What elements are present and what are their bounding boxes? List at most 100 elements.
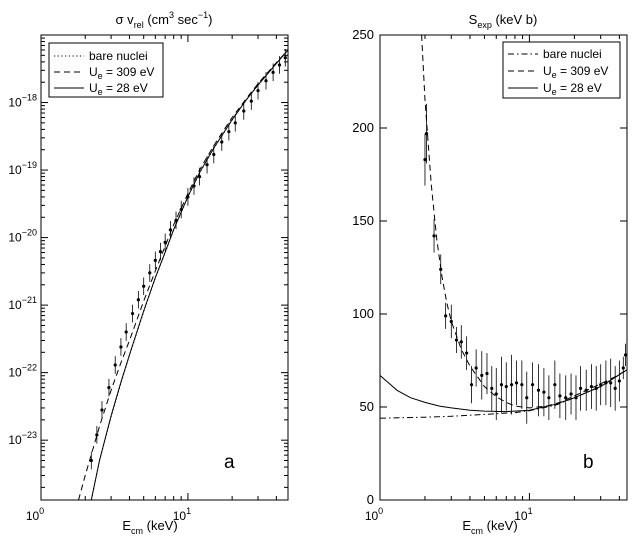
b-data-point <box>584 388 588 392</box>
a-data-point <box>124 330 128 334</box>
b-data-point <box>444 314 448 318</box>
panel-b-xlabel: Ecm (keV) <box>462 518 517 536</box>
a-data-point <box>212 152 216 157</box>
a-data-point <box>242 109 246 113</box>
b-data-point <box>449 319 453 324</box>
b-data-point <box>454 338 459 342</box>
b-data-point <box>525 396 529 400</box>
b-data-point <box>604 381 608 385</box>
a-data-point <box>174 218 178 222</box>
b-data-point <box>490 386 494 390</box>
a-data-point <box>277 63 282 67</box>
a-data-point <box>249 99 253 103</box>
b-data-point <box>499 383 504 387</box>
a-y-tick-label: 10−21 <box>8 295 37 312</box>
panel-b-title-main: S <box>469 12 478 27</box>
a-data-point <box>130 311 135 316</box>
b-data-point <box>485 371 489 376</box>
a-x-tick-label: 101 <box>173 506 191 523</box>
b-data-point <box>509 383 514 387</box>
a-y-tick-label: 10−22 <box>8 363 37 380</box>
panel-b-curve-ue-309 <box>421 35 627 409</box>
panel-b-title: Sexp (keV b) <box>469 12 538 30</box>
panel-a-title: σ vrel (cm3 sec−1) <box>116 10 213 30</box>
panel-a-legend: bare nuclei Ue = 309 eV Ue = 28 eV <box>48 42 164 98</box>
panel-a: σ vrel (cm3 sec−1) 100 101 10−2310−2210−2… <box>8 10 289 536</box>
panel-b-data-points <box>423 103 627 424</box>
panel-b-legend: bare nuclei Ue = 309 eV Ue = 28 eV <box>502 41 621 99</box>
b-data-point <box>432 234 436 238</box>
a-y-tick-label: 10−20 <box>8 228 37 245</box>
panel-b-x-ticks: 100 101 <box>365 35 620 523</box>
b-data-point <box>609 381 613 385</box>
panel-b-letter: b <box>583 452 594 473</box>
b-data-point <box>504 384 508 389</box>
b-data-point <box>474 366 478 370</box>
b-y-tick-label: 150 <box>352 213 374 228</box>
a-data-point <box>186 195 190 199</box>
a-data-point <box>148 271 152 275</box>
b-data-point <box>542 390 546 394</box>
b-data-point <box>536 388 541 392</box>
b-data-point <box>558 394 562 398</box>
b-data-point <box>520 383 524 387</box>
panel-b-legend-label-ue-28: Ue = 28 eV <box>543 81 602 97</box>
a-data-point <box>113 363 117 367</box>
panel-b: Sexp (keV b) 100 101 0 50 100 150 200 250 bare… <box>352 12 628 536</box>
b-x-tick-label: 101 <box>514 506 532 523</box>
a-data-point <box>233 121 237 125</box>
panel-b-y-ticks: 0 50 100 150 200 250 <box>352 27 627 507</box>
a-data-point <box>95 433 99 437</box>
a-data-point <box>283 56 287 60</box>
b-data-point <box>514 381 519 385</box>
a-data-point <box>179 207 183 212</box>
b-data-point <box>574 396 578 400</box>
b-data-point <box>621 366 625 370</box>
b-data-point <box>617 379 621 383</box>
b-data-point <box>553 383 557 387</box>
b-data-point <box>589 384 594 389</box>
b-data-point <box>623 353 627 357</box>
a-data-point <box>227 130 231 134</box>
b-data-point <box>569 392 573 396</box>
panel-a-title-unit-sup2: −1 <box>198 10 208 20</box>
a-data-point <box>220 140 224 144</box>
a-y-tick-label: 10−23 <box>8 430 37 447</box>
a-y-tick-label: 10−19 <box>8 160 37 177</box>
panel-a-curve-ue-28 <box>90 49 288 500</box>
a-data-point <box>163 240 167 244</box>
panel-a-data-points <box>89 48 287 470</box>
panel-a-y-ticks: 10−23 10−22 10−21 10−20 10−19 10−18 <box>8 34 288 488</box>
b-x-tick-label: 100 <box>365 506 383 523</box>
a-data-point <box>89 458 93 463</box>
b-data-point <box>423 158 427 162</box>
a-data-point <box>168 228 173 232</box>
panel-b-curve-bare-nuclei <box>380 369 627 419</box>
b-data-point <box>494 392 498 396</box>
a-data-point <box>271 70 275 74</box>
b-data-point <box>424 131 429 136</box>
panel-b-title-sub: exp <box>477 20 492 30</box>
a-data-point <box>153 258 157 262</box>
b-data-point <box>613 386 617 390</box>
a-data-point <box>142 284 146 288</box>
panel-a-letter: a <box>224 452 235 473</box>
panel-a-frame <box>40 34 289 501</box>
a-data-point <box>119 345 123 349</box>
a-data-point <box>107 386 111 390</box>
b-y-tick-label: 0 <box>367 492 374 507</box>
panel-a-legend-label-ue-28: Ue = 28 eV <box>89 81 148 97</box>
panel-a-title-unit-close: ) <box>208 12 212 27</box>
a-data-point <box>158 250 163 254</box>
a-y-tick-label: 10−18 <box>8 93 37 110</box>
b-y-tick-label: 250 <box>352 27 374 42</box>
b-data-point <box>564 396 568 400</box>
panel-a-curve-ue-309 <box>78 49 288 500</box>
panel-a-title-main: σ v <box>116 12 135 27</box>
b-data-point <box>594 386 598 390</box>
b-data-point <box>599 383 603 387</box>
a-data-point <box>100 408 104 412</box>
b-y-tick-label: 100 <box>352 306 374 321</box>
panel-a-title-unit-mid: sec <box>174 12 198 27</box>
